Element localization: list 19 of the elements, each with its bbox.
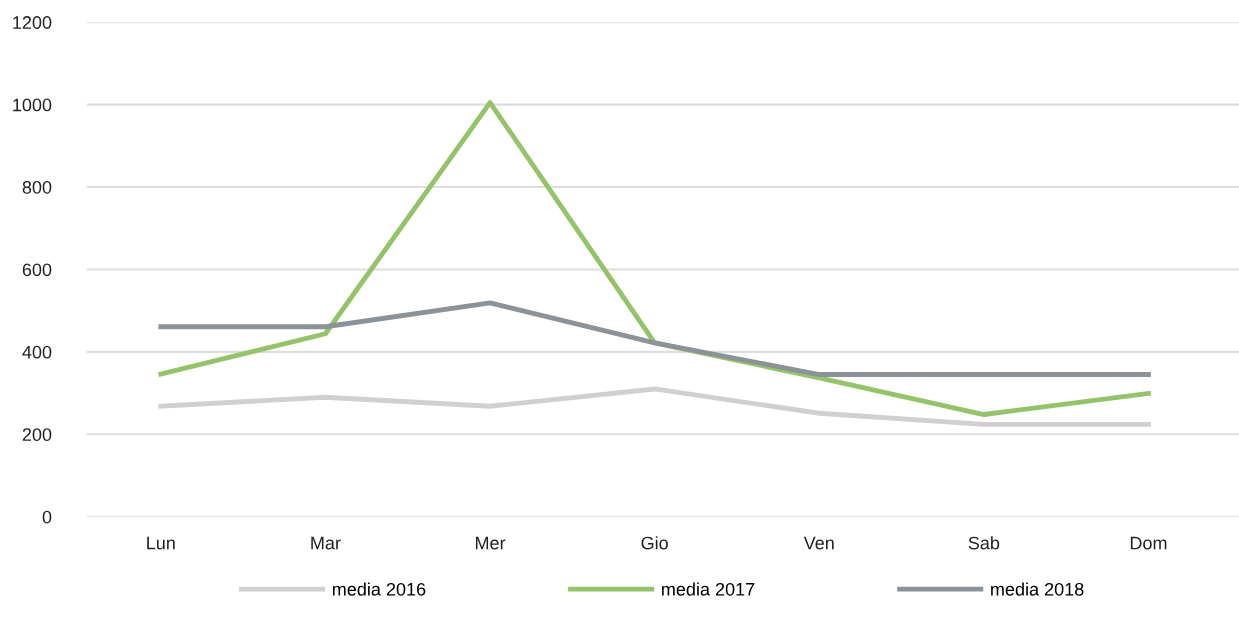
y-tick-label: 800 — [22, 180, 52, 194]
y-tick-label: 1000 — [13, 98, 52, 112]
y-tick-label: 400 — [22, 345, 52, 359]
x-tick-label: Gio — [641, 536, 668, 550]
line-series — [158, 386, 1151, 427]
x-tick-label: Lun — [147, 536, 175, 550]
y-tick-label: 1200 — [13, 16, 52, 29]
y-tick-label: 0 — [42, 510, 52, 524]
x-tick-label: Ven — [803, 536, 834, 550]
y-tick-label: 200 — [22, 428, 52, 442]
x-tick-label: Sab — [968, 536, 1000, 550]
legend-label: media 2018 — [991, 582, 1084, 596]
x-tick-label: Dom — [1130, 536, 1167, 550]
line-series — [158, 300, 1151, 377]
legend-label: media 2016 — [332, 582, 426, 596]
legend-label: media 2017 — [662, 582, 755, 596]
x-tick-label: Mar — [311, 536, 341, 550]
y-tick-label: 600 — [22, 263, 52, 277]
x-tick-label: Mer — [475, 536, 506, 550]
